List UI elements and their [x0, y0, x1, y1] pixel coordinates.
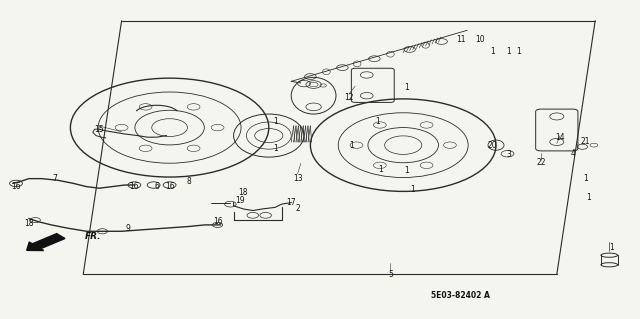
Text: 13: 13 [292, 174, 303, 183]
Text: 1: 1 [375, 117, 380, 126]
Text: 11: 11 [456, 35, 465, 44]
Text: 1: 1 [273, 144, 278, 153]
Text: 16: 16 [164, 182, 175, 191]
Text: 16: 16 [212, 217, 223, 226]
Text: 2: 2 [295, 204, 300, 213]
Text: 1: 1 [490, 47, 495, 56]
Text: 1: 1 [273, 117, 278, 126]
Text: 22: 22 [536, 158, 545, 167]
Text: 1: 1 [586, 193, 591, 202]
Text: 5: 5 [388, 270, 393, 279]
Text: 19: 19 [235, 197, 245, 205]
Text: 16: 16 [129, 182, 140, 191]
Text: 1: 1 [404, 166, 409, 175]
FancyArrow shape [27, 234, 65, 250]
Text: 17: 17 [286, 198, 296, 207]
Text: 16: 16 [11, 182, 21, 191]
Text: 18: 18 [24, 219, 33, 228]
Text: 1: 1 [378, 165, 383, 174]
Text: 1: 1 [506, 47, 511, 56]
Text: 14: 14 [555, 133, 565, 142]
Text: 12: 12 [344, 93, 353, 102]
Text: 1: 1 [349, 141, 355, 150]
Text: 1: 1 [404, 83, 409, 92]
Text: 1: 1 [609, 243, 614, 252]
Text: 8: 8 [186, 177, 191, 186]
Text: FR.: FR. [85, 232, 102, 241]
Text: 21: 21 [581, 137, 590, 146]
Text: 6: 6 [154, 182, 159, 191]
Text: 15: 15 [94, 125, 104, 134]
Text: 1: 1 [410, 185, 415, 194]
Text: 20: 20 [488, 141, 498, 150]
Text: 10: 10 [475, 35, 485, 44]
Text: 9: 9 [125, 224, 131, 233]
Text: 7: 7 [52, 174, 57, 183]
Text: 18: 18 [239, 189, 248, 197]
Text: 5E03-82402 A: 5E03-82402 A [431, 291, 490, 300]
Text: 3: 3 [506, 150, 511, 159]
Text: 1: 1 [516, 47, 521, 56]
Text: 1: 1 [583, 174, 588, 183]
Text: 4: 4 [570, 149, 575, 158]
